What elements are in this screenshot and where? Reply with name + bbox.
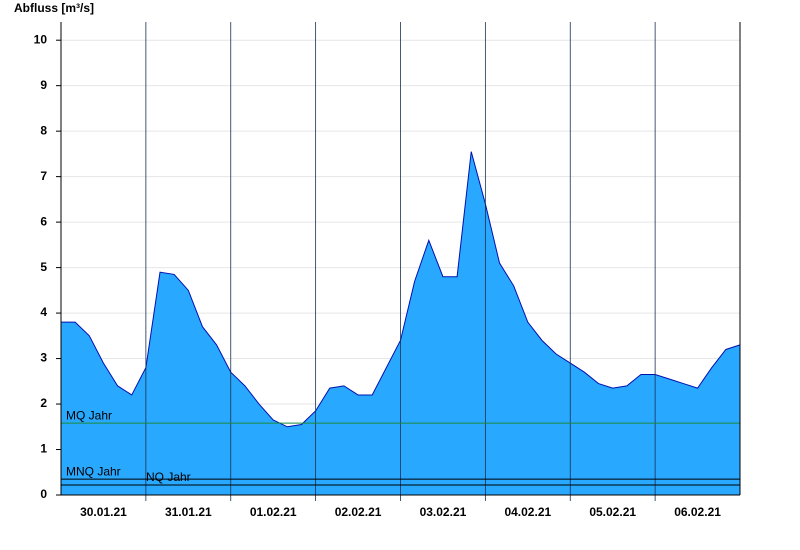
- x-tick-label: 30.01.21: [80, 505, 127, 519]
- x-tick-label: 05.02.21: [589, 505, 636, 519]
- reference-label: NQ Jahr: [146, 470, 191, 484]
- y-tick-label: 10: [34, 32, 48, 46]
- x-tick-label: 01.02.21: [250, 505, 297, 519]
- y-tick-label: 2: [40, 396, 47, 410]
- x-tick-label: 04.02.21: [504, 505, 551, 519]
- x-tick-label: 03.02.21: [420, 505, 467, 519]
- y-tick-label: 5: [40, 260, 47, 274]
- x-tick-label: 02.02.21: [335, 505, 382, 519]
- y-tick-label: 4: [40, 305, 47, 319]
- y-tick-label: 8: [40, 123, 47, 137]
- y-axis-label: Abfluss [m³/s]: [14, 1, 94, 15]
- x-tick-label: 06.02.21: [674, 505, 721, 519]
- y-tick-label: 1: [40, 442, 47, 456]
- reference-label: MNQ Jahr: [66, 464, 121, 478]
- y-tick-label: 9: [40, 78, 47, 92]
- y-tick-label: 0: [40, 487, 47, 501]
- reference-label: MQ Jahr: [66, 408, 112, 422]
- x-tick-label: 31.01.21: [165, 505, 212, 519]
- y-tick-label: 7: [40, 169, 47, 183]
- y-tick-label: 3: [40, 351, 47, 365]
- y-tick-label: 6: [40, 214, 47, 228]
